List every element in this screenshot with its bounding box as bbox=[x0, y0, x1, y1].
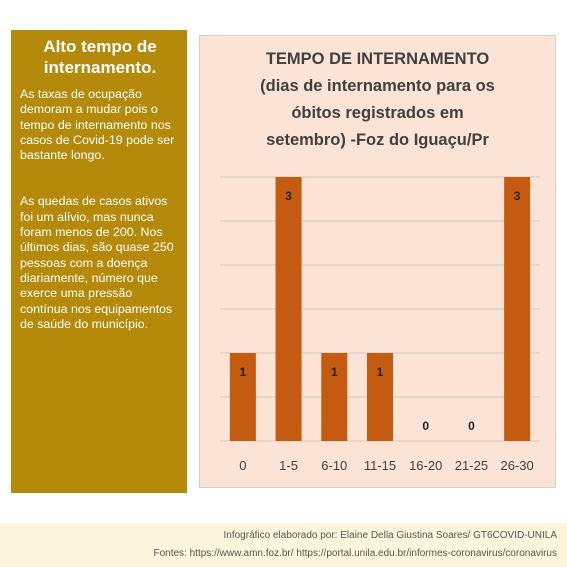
x-tick-label-16-20: 16-20 bbox=[409, 458, 442, 473]
x-tick-label-11-15: 11-15 bbox=[364, 458, 396, 473]
footer-credit: Infográfico elaborado por: Elaine Della … bbox=[223, 530, 558, 541]
bar-chart: 1 0 3 1-5 1 6-10 1 11-15 0 16-20 0 21-25 3 26-30 bbox=[220, 176, 540, 473]
x-tick-label-21-25: 21-25 bbox=[455, 458, 488, 473]
x-tick-label-6-10: 6-10 bbox=[321, 458, 347, 473]
sidebar-title-line2: internamento. bbox=[43, 58, 157, 77]
data-label-0: 1 bbox=[240, 365, 247, 379]
bar-6-10 bbox=[321, 353, 348, 441]
sidebar-title: Alto tempo de internamento. bbox=[20, 36, 180, 78]
bar-26-30 bbox=[504, 177, 531, 441]
bar-0 bbox=[229, 353, 256, 441]
bar-1-5 bbox=[275, 177, 302, 441]
sidebar-title-line1: Alto tempo de bbox=[43, 37, 157, 56]
sidebar-paragraph-2: As quedas de casos ativos foi um alívio,… bbox=[20, 194, 174, 331]
chart-title-line-4: setembro) -Foz do Iguaçu/Pr bbox=[266, 131, 489, 149]
chart-title-line-1: TEMPO DE INTERNAMENTO bbox=[265, 50, 490, 68]
data-label-1-5: 3 bbox=[285, 189, 292, 203]
sidebar-text-panel: Alto tempo de internamento. As taxas de … bbox=[11, 30, 187, 493]
footer-sources: Fontes: https://www.amn.foz.br/ https://… bbox=[153, 548, 557, 559]
data-label-11-15: 1 bbox=[377, 365, 384, 379]
data-label-16-20: 0 bbox=[422, 419, 429, 433]
sidebar-paragraph-1: As taxas de ocupação demoram a mudar poi… bbox=[20, 87, 175, 163]
bar-11-15 bbox=[367, 353, 393, 441]
chart-title-line-3: óbitos registrados em bbox=[291, 104, 464, 122]
x-tick-label-0: 0 bbox=[239, 458, 246, 473]
data-label-21-25: 0 bbox=[468, 419, 475, 433]
footer: Infográfico elaborado por: Elaine Della … bbox=[0, 523, 567, 567]
x-tick-label-1-5: 1-5 bbox=[279, 458, 298, 473]
data-label-26-30: 3 bbox=[514, 189, 521, 203]
chart-title-line-2: (dias de internamento para os bbox=[260, 77, 495, 95]
data-label-6-10: 1 bbox=[331, 365, 338, 379]
chart-title: TEMPO DE INTERNAMENTO (dias de intername… bbox=[200, 46, 555, 154]
x-tick-label-26-30: 26-30 bbox=[501, 458, 534, 473]
chart-panel: TEMPO DE INTERNAMENTO (dias de intername… bbox=[199, 35, 556, 488]
